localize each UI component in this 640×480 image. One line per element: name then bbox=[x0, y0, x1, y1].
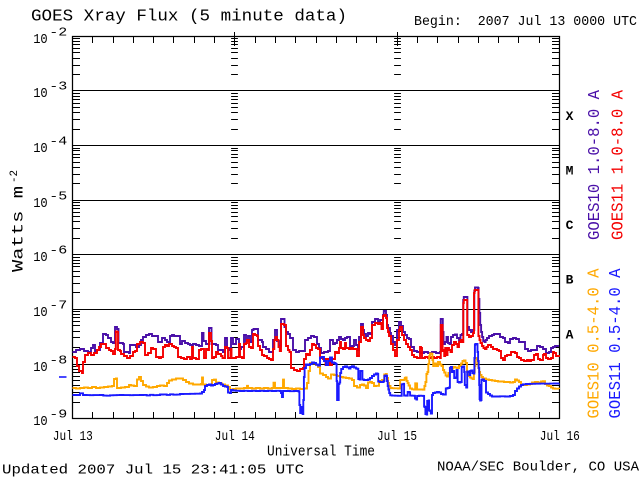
svg-text:10: 10 bbox=[33, 196, 48, 212]
svg-text:-7: -7 bbox=[49, 300, 67, 313]
svg-text:-2: -2 bbox=[9, 170, 21, 183]
svg-text:-6: -6 bbox=[49, 245, 67, 258]
svg-text:10: 10 bbox=[33, 250, 48, 266]
svg-text:GOES10 0.5-4.0 A: GOES10 0.5-4.0 A bbox=[586, 268, 605, 419]
svg-text:-5: -5 bbox=[49, 191, 67, 204]
svg-text:GOES Xray Flux (5 minute data): GOES Xray Flux (5 minute data) bbox=[31, 8, 347, 27]
svg-text:-2: -2 bbox=[49, 27, 67, 40]
svg-text:M: M bbox=[566, 164, 574, 179]
svg-text:Universal Time: Universal Time bbox=[267, 444, 375, 460]
svg-text:-8: -8 bbox=[49, 355, 67, 368]
svg-text:10: 10 bbox=[33, 360, 48, 376]
svg-text:-4: -4 bbox=[49, 136, 67, 149]
svg-text:C: C bbox=[566, 218, 574, 233]
svg-text:GOES11 1.0-8.0 A: GOES11 1.0-8.0 A bbox=[610, 89, 629, 240]
svg-text:Jul 16: Jul 16 bbox=[540, 430, 580, 445]
svg-text:GOES10 1.0-8.0 A: GOES10 1.0-8.0 A bbox=[586, 89, 605, 240]
svg-text:-9: -9 bbox=[49, 409, 67, 422]
svg-text:10: 10 bbox=[33, 86, 48, 102]
svg-text:X: X bbox=[566, 109, 574, 124]
svg-text:NOAA/SEC Boulder, CO USA: NOAA/SEC Boulder, CO USA bbox=[437, 460, 640, 475]
svg-text:10: 10 bbox=[33, 141, 48, 157]
svg-text:B: B bbox=[566, 273, 574, 288]
svg-text:10: 10 bbox=[33, 414, 48, 430]
svg-text:10: 10 bbox=[33, 305, 48, 321]
svg-text:Jul 15: Jul 15 bbox=[377, 430, 417, 445]
svg-text:-3: -3 bbox=[49, 81, 67, 94]
svg-text:10: 10 bbox=[33, 32, 48, 48]
svg-text:GOES11 0.5-4.0 A: GOES11 0.5-4.0 A bbox=[607, 268, 626, 419]
svg-text:Jul 14: Jul 14 bbox=[215, 430, 255, 445]
svg-text:Updated 2007 Jul 15 23:41:05 U: Updated 2007 Jul 15 23:41:05 UTC bbox=[2, 463, 304, 479]
svg-text:Jul 13: Jul 13 bbox=[53, 430, 93, 445]
svg-text:Begin: 2007 Jul 13 0000 UTC: Begin: 2007 Jul 13 0000 UTC bbox=[414, 15, 637, 30]
svg-text:Watts m: Watts m bbox=[10, 186, 28, 272]
svg-text:A: A bbox=[566, 327, 574, 342]
